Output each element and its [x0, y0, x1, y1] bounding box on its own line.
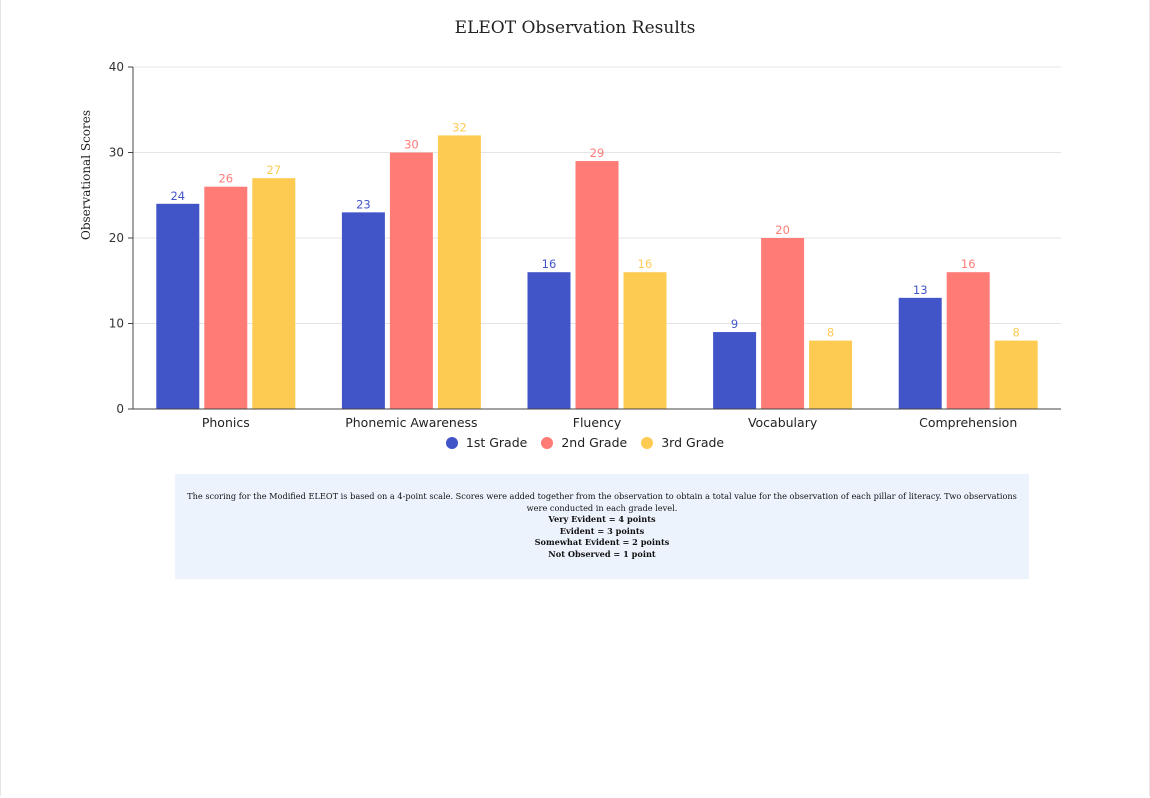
data-label: 24 [170, 189, 185, 203]
y-tick-label: 40 [109, 60, 124, 74]
bar [575, 161, 619, 409]
category-label: Phonics [202, 415, 250, 430]
legend-label: 3rd Grade [661, 435, 725, 450]
bar [994, 340, 1038, 409]
legend-marker [445, 436, 458, 449]
data-label: 23 [356, 197, 371, 211]
data-label: 8 [1013, 326, 1020, 340]
data-label: 16 [542, 257, 557, 271]
bars [156, 135, 1038, 409]
bar [389, 152, 433, 409]
y-tick-label: 20 [109, 231, 124, 245]
data-label: 30 [404, 138, 419, 152]
scoring-note-text: The scoring for the Modified ELEOT is ba… [187, 491, 1017, 513]
legend-item-2nd-grade[interactable]: 2nd Grade [541, 435, 627, 450]
bar [713, 332, 757, 409]
legend-marker [541, 436, 554, 449]
bar [527, 272, 571, 409]
data-label: 16 [638, 257, 653, 271]
data-label: 32 [452, 120, 467, 134]
data-label: 13 [913, 283, 928, 297]
bar [252, 178, 296, 409]
y-tick-label: 0 [116, 402, 124, 416]
data-label: 8 [827, 326, 834, 340]
bar [437, 135, 481, 409]
category-label: Fluency [573, 415, 622, 430]
data-label: 16 [961, 257, 976, 271]
axes: 0 10 20 30 40 Phonics Phonemic Awareness Fluenc… [109, 60, 1061, 430]
bar [761, 238, 805, 409]
data-label: 26 [218, 172, 233, 186]
legend-marker [641, 436, 654, 449]
category-label: Phonemic Awareness [345, 415, 477, 430]
bar [156, 203, 200, 409]
scoring-line-not-observed: Not Observed = 1 point [548, 548, 656, 559]
scoring-note: The scoring for the Modified ELEOT is ba… [175, 474, 1029, 579]
scoring-line-somewhat-evident: Somewhat Evident = 2 points [534, 537, 670, 547]
data-label: 20 [775, 223, 790, 237]
legend-label: 1st Grade [465, 435, 528, 450]
bar [341, 212, 385, 409]
data-label: 29 [590, 146, 605, 160]
bar [809, 340, 853, 409]
data-labels: 24 26 27 23 30 32 16 29 16 9 20 8 13 16 8 [170, 120, 1019, 339]
bar [204, 186, 248, 409]
bar [898, 297, 942, 409]
bar [623, 272, 667, 409]
scoring-line-very-evident: Very Evident = 4 points [548, 514, 656, 524]
scoring-line-evident: Evident = 3 points [559, 525, 645, 536]
bar-chart: 24 26 27 23 30 32 16 29 16 9 20 8 13 16 8 0 10 20 30 40 Pho… [109, 60, 1061, 430]
category-label: Comprehension [919, 415, 1017, 430]
bar [946, 272, 990, 409]
category-label: Vocabulary [748, 415, 818, 430]
legend-label: 2nd Grade [561, 435, 628, 450]
chart-title: ELEOT Observation Results [454, 18, 696, 38]
y-tick-label: 30 [109, 146, 124, 160]
y-tick-label: 10 [109, 317, 124, 331]
legend: 1st Grade 2nd Grade 3rd Grade [0, 435, 1150, 450]
data-label: 9 [731, 317, 738, 331]
legend-item-3rd-grade[interactable]: 3rd Grade [641, 435, 724, 450]
legend-item-1st-grade[interactable]: 1st Grade [445, 435, 528, 450]
data-label: 27 [266, 163, 281, 177]
